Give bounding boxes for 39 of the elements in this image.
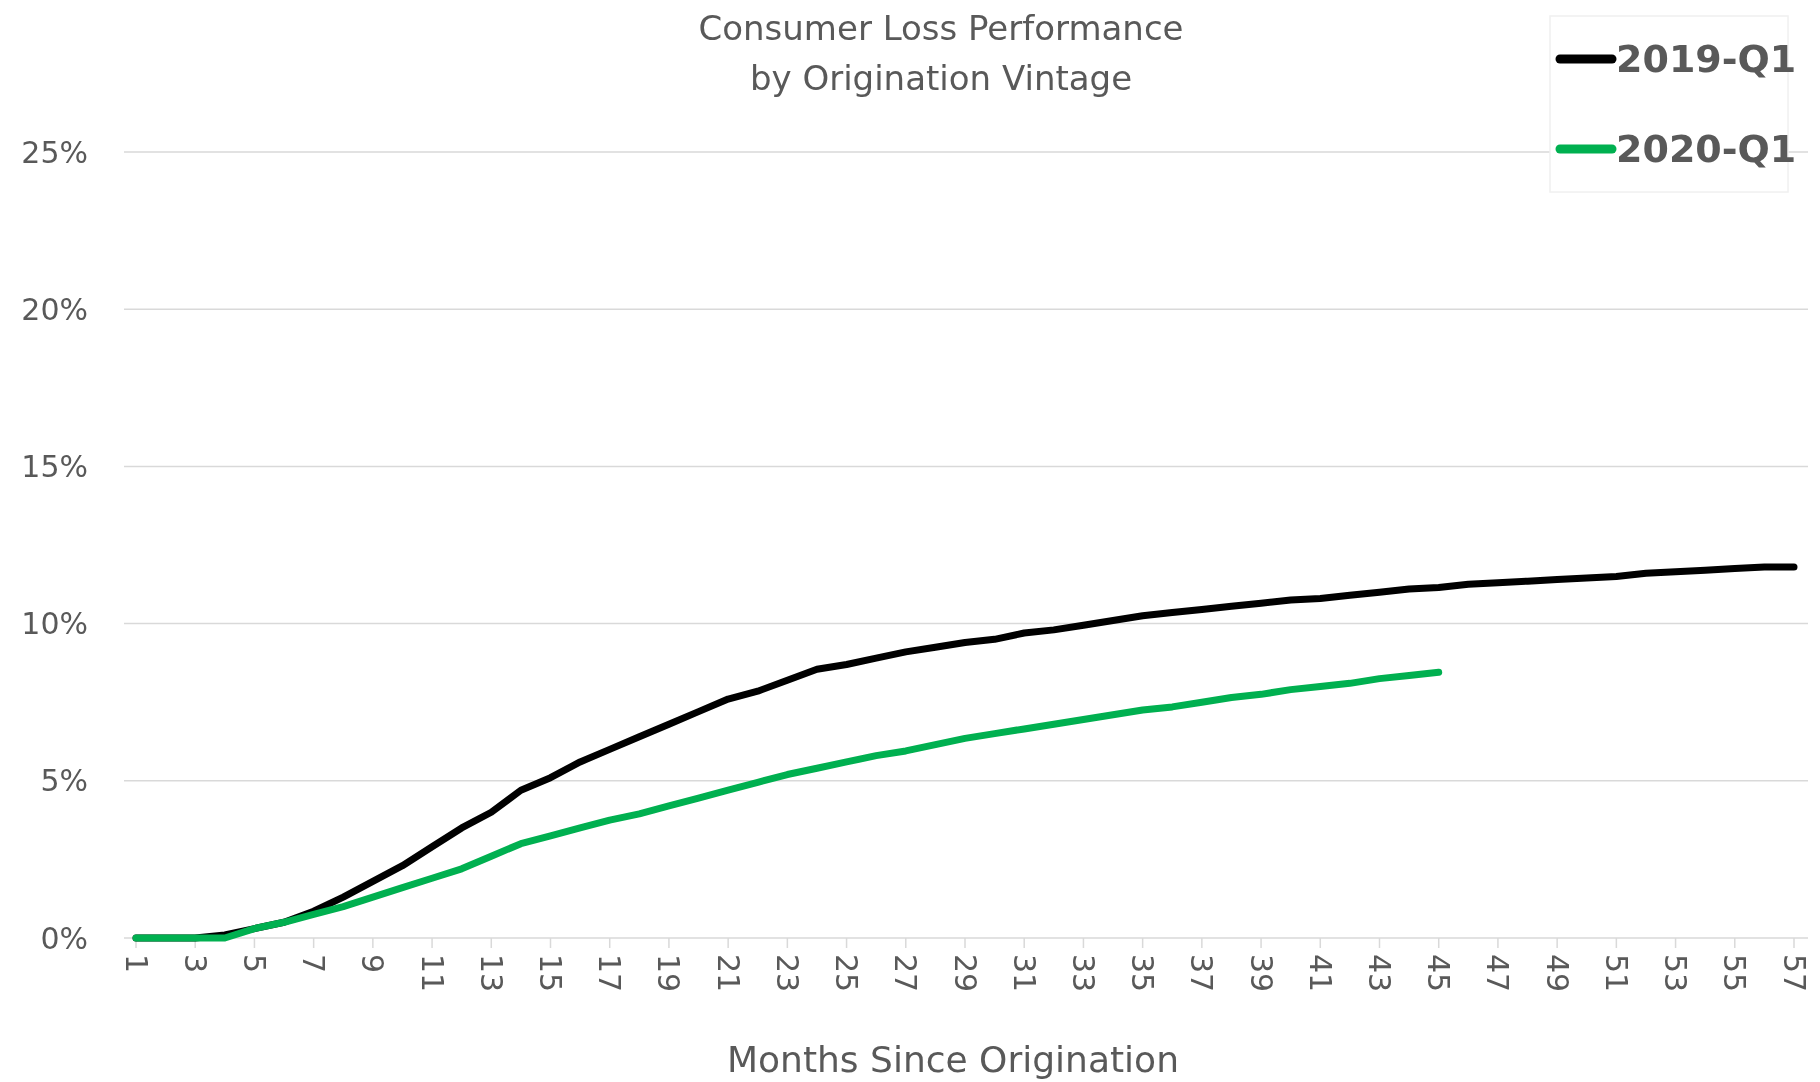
x-tick-label: 25 <box>829 954 865 993</box>
x-tick-label: 3 <box>177 954 213 974</box>
x-tick-label: 49 <box>1539 954 1575 993</box>
x-tick-label: 23 <box>769 954 805 993</box>
x-tick-label: 47 <box>1480 954 1516 993</box>
x-tick-label: 45 <box>1421 954 1457 993</box>
y-tick-label: 0% <box>40 920 88 956</box>
x-tick-label: 11 <box>414 954 450 993</box>
y-tick-label: 15% <box>21 448 88 484</box>
x-tick-label: 17 <box>592 954 628 993</box>
legend-label: 2020-Q1 <box>1616 127 1797 172</box>
x-tick-label: 1 <box>118 954 154 974</box>
y-tick-label: 10% <box>21 606 88 642</box>
x-tick-label: 39 <box>1243 954 1279 993</box>
x-tick-label: 53 <box>1658 954 1694 993</box>
x-tick-label: 33 <box>1065 954 1101 993</box>
x-tick-label: 7 <box>296 954 332 974</box>
x-tick-label: 43 <box>1362 954 1397 993</box>
x-tick-label: 51 <box>1598 954 1634 993</box>
x-tick-label: 9 <box>355 954 391 974</box>
x-tick-label: 27 <box>888 954 924 993</box>
x-tick-label: 21 <box>710 954 746 993</box>
chart-title: Consumer Loss Performance by Origination Vintage <box>698 8 1184 98</box>
y-tick-label: 20% <box>21 291 88 327</box>
x-tick-label: 19 <box>651 954 687 993</box>
x-tick-label: 37 <box>1184 954 1220 993</box>
x-axis-title: Months Since Origination <box>727 1039 1179 1080</box>
x-tick-label: 5 <box>236 954 272 974</box>
legend-label: 2019-Q1 <box>1616 37 1797 82</box>
x-tick-label: 41 <box>1302 954 1338 993</box>
x-tick-label: 57 <box>1776 954 1812 993</box>
x-tick-label: 55 <box>1717 954 1753 993</box>
y-tick-label: 5% <box>40 763 88 799</box>
x-tick-label: 13 <box>473 954 509 993</box>
x-tick-label: 35 <box>1125 954 1161 993</box>
x-tick-label: 31 <box>1006 954 1042 993</box>
x-tick-label: 15 <box>533 954 568 993</box>
y-tick-label: 25% <box>21 134 88 170</box>
x-tick-label: 29 <box>947 954 983 993</box>
